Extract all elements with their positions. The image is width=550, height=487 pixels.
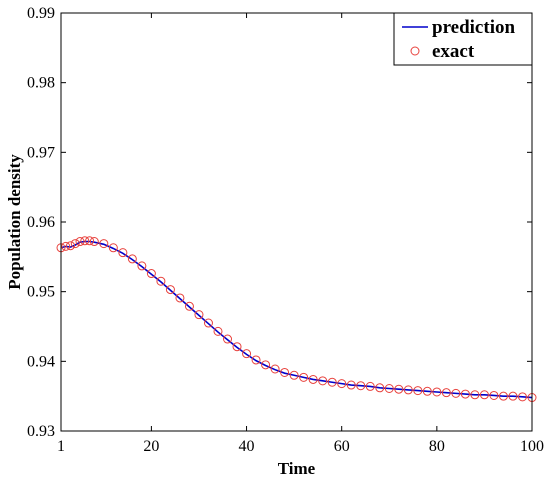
exact-data-point xyxy=(384,384,394,393)
exact-data-point xyxy=(165,285,175,295)
exact-data-point xyxy=(85,236,95,246)
exact-data-point xyxy=(375,383,385,393)
exact-data-point xyxy=(327,377,337,387)
x-tick-label: 80 xyxy=(429,438,445,455)
series-layer xyxy=(56,236,537,403)
exact-data-point xyxy=(498,391,508,401)
exact-data-point xyxy=(75,237,85,247)
exact-data-point xyxy=(251,355,261,365)
exact-data-point xyxy=(194,310,204,320)
exact-data-point xyxy=(232,342,242,352)
exact-data-point xyxy=(118,248,128,258)
y-tick-label: 0.97 xyxy=(27,144,55,161)
y-tick-label: 0.94 xyxy=(27,353,55,370)
x-axis-label: Time xyxy=(278,459,316,478)
exact-data-point xyxy=(356,381,366,391)
exact-data-point xyxy=(146,269,156,279)
exact-data-point xyxy=(213,326,223,336)
exact-data-point xyxy=(394,384,404,394)
x-tick-label: 60 xyxy=(334,438,350,455)
exact-data-point xyxy=(66,241,76,251)
y-tick-label: 0.96 xyxy=(27,214,55,231)
legend-exact-label: exact xyxy=(432,41,475,62)
exact-data-point xyxy=(156,276,166,286)
legend-box xyxy=(393,12,533,66)
exact-data-point xyxy=(479,390,489,400)
x-tick-label: 40 xyxy=(239,438,255,455)
exact-data-point xyxy=(80,236,90,246)
exact-data-point xyxy=(89,237,99,247)
exact-data-point xyxy=(460,389,470,399)
exact-data-point xyxy=(261,360,271,370)
exact-data-point xyxy=(489,390,499,400)
exact-data-point xyxy=(432,387,442,397)
prediction-series-line xyxy=(60,240,533,399)
exact-data-point xyxy=(470,390,480,400)
exact-data-point xyxy=(422,386,432,396)
exact-data-point xyxy=(70,239,80,249)
exact-data-point xyxy=(280,367,290,377)
exact-data-point xyxy=(127,254,137,264)
exact-data-point xyxy=(308,374,318,384)
legend: prediction exact xyxy=(393,12,533,66)
exact-data-point xyxy=(441,388,451,398)
exact-data-point xyxy=(508,391,518,401)
exact-data-point xyxy=(365,381,375,391)
exact-data-point xyxy=(270,364,280,374)
exact-data-point xyxy=(137,261,147,271)
exact-data-point xyxy=(318,376,328,386)
exact-data-point xyxy=(337,379,347,389)
exact-data-point xyxy=(203,318,213,328)
x-tick-label: 20 xyxy=(143,438,159,455)
x-tick-label: 100 xyxy=(520,438,544,455)
exact-data-point xyxy=(223,334,233,344)
exact-data-point xyxy=(289,370,299,380)
exact-data-point xyxy=(413,386,423,396)
exact-data-point xyxy=(99,239,109,249)
exact-data-point xyxy=(403,385,413,395)
legend-exact-marker-icon xyxy=(410,46,420,56)
exact-data-point xyxy=(299,372,309,382)
axis-ticks: 1 20 40 60 80 100 0.93 0.94 0.95 0.96 0.97 0.98 0.99 xyxy=(27,5,544,455)
exact-data-point xyxy=(184,301,194,311)
y-tick-label: 0.93 xyxy=(27,423,55,440)
y-axis-label: Population density xyxy=(5,154,24,290)
y-tick-label: 0.95 xyxy=(27,284,55,301)
exact-data-point xyxy=(175,293,185,303)
x-tick-label: 1 xyxy=(57,438,65,455)
exact-data-point xyxy=(108,243,118,253)
legend-prediction-label: prediction xyxy=(432,17,515,38)
exact-data-point xyxy=(451,388,461,398)
exact-data-point xyxy=(242,349,252,359)
exact-data-point xyxy=(517,392,527,402)
exact-data-point xyxy=(346,380,356,390)
y-tick-label: 0.99 xyxy=(27,5,55,22)
y-tick-label: 0.98 xyxy=(27,75,55,92)
exact-data-point xyxy=(61,241,71,251)
